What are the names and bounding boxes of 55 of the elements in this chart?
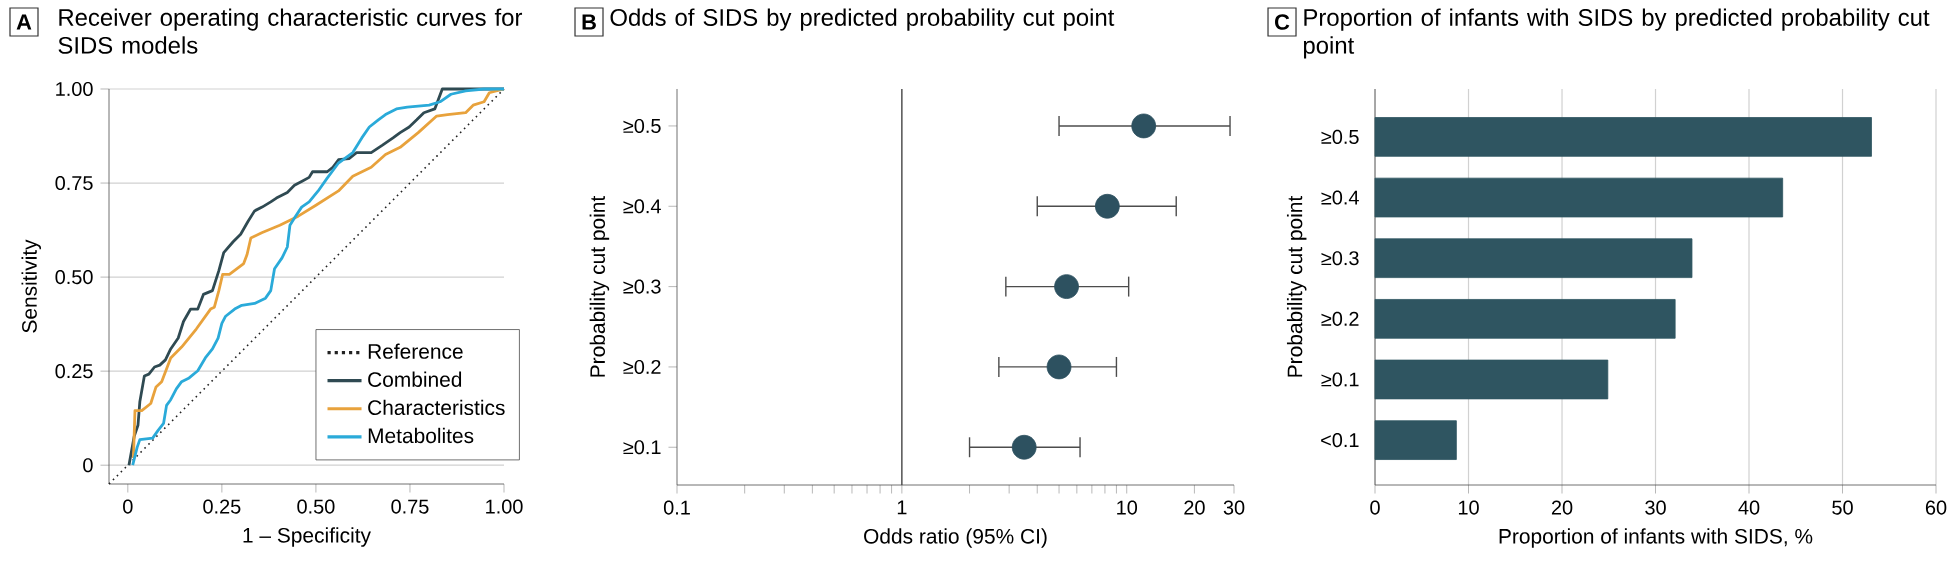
x-tick-label: 0.1 [663,500,690,515]
chart-title: Odds of SIDS by predicted probability cut point [610,8,1115,31]
x-tick-label: 0.50 [297,499,335,514]
y-tick-label: ≥0.4 [1321,190,1359,205]
y-tick-label: 1.00 [56,81,93,97]
legend-label: Reference [368,343,463,359]
bar [1374,238,1693,278]
chart-title: Receiver operating characteristic curves for SIDS models [58,8,523,54]
y-tick-label: ≥0.1 [1321,372,1359,387]
bar [1374,420,1457,460]
y-tick-label: 0.25 [55,364,93,379]
text: A [16,14,32,30]
y-tick-label: ≥0.4 [623,199,661,214]
legend-label: Metabolites [368,427,474,444]
y-tick-label: ≥0.3 [623,279,661,294]
x-tick-label: 1 [897,500,907,515]
text: B [582,14,596,30]
x-axis-title: Odds ratio (95% CI) [864,528,1047,548]
y-tick-label: ≥0.1 [623,440,661,455]
y-tick-label: 0.75 [55,176,93,191]
y-tick-label: ≥0.5 [623,118,661,133]
x-tick-label: 40 [1738,500,1760,515]
y-tick-label: ≥0.2 [623,359,661,374]
x-tick-label: 10 [1117,500,1138,515]
x-tick-label: 0.25 [203,499,241,514]
legend-label: Combined [368,371,462,387]
chart-title: Proportion of infants with SIDS by predicted probability cut point [1303,8,1930,59]
y-tick-label: ≥0.5 [1321,129,1359,144]
bar [1374,117,1872,157]
bar [1374,177,1784,218]
x-axis-title: 1 – Specificity [243,527,371,547]
y-tick-label: 0.50 [55,270,93,285]
x-tick-label: 0.75 [391,499,429,514]
text: C [1275,14,1290,30]
bar [1374,359,1609,400]
y-axis-title: Probability cut point [1286,195,1307,377]
x-tick-label: 10 [1458,500,1479,515]
x-tick-label: 0 [1370,500,1380,515]
y-axis-title: Sensitivity [21,239,41,333]
x-tick-label: 30 [1223,500,1245,515]
y-tick-label: 0 [83,458,93,473]
y-tick-label: <0.1 [1321,433,1359,448]
x-tick-label: 20 [1551,500,1573,515]
x-tick-label: 30 [1645,500,1666,515]
x-axis-title: Proportion of infants with SIDS, % [1499,528,1813,548]
legend-label: Characteristics [368,399,505,416]
y-tick-label: ≥0.3 [1321,251,1359,266]
x-tick-label: 0 [123,499,133,514]
bar [1374,299,1676,339]
y-tick-label: ≥0.2 [1321,311,1359,326]
y-axis-title: Probability cut point [589,195,610,377]
x-tick-label: 20 [1184,500,1205,515]
x-tick-label: 50 [1832,500,1853,515]
x-tick-label: 1.00 [486,499,523,514]
x-tick-label: 60 [1925,500,1947,515]
